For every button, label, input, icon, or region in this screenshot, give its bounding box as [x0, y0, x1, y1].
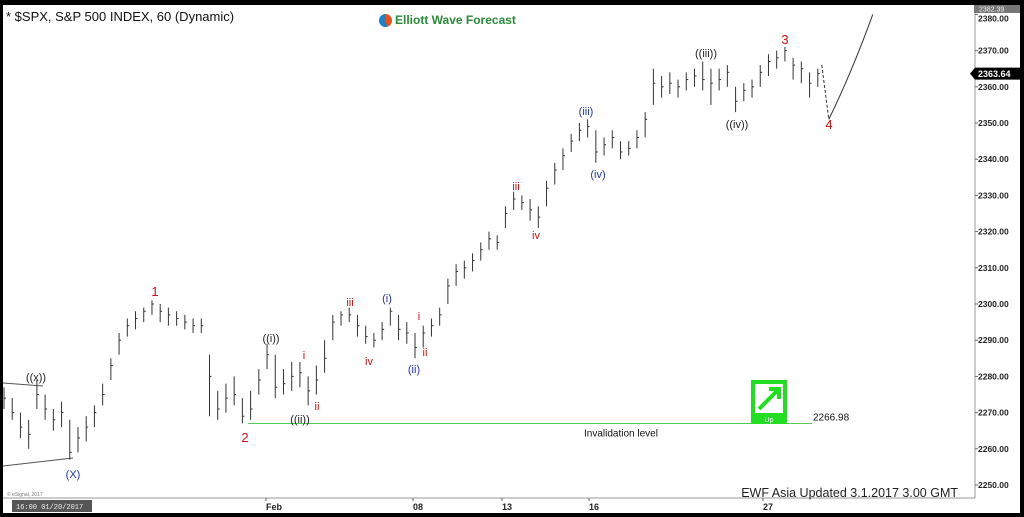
start-time-badge — [12, 500, 92, 512]
channel-line-lower — [3, 457, 74, 467]
wave-label: iii — [512, 181, 519, 193]
brand-logo-icon — [379, 13, 392, 27]
x-tick-label: 13 — [502, 502, 512, 512]
x-axis-bar — [3, 498, 1020, 513]
wave-label: ((iii)) — [695, 48, 717, 60]
wave-label: (iii) — [579, 106, 594, 118]
update-note: EWF Asia Updated 3.1.2017 3.00 GMT — [741, 486, 958, 500]
wave-label: (X) — [66, 469, 81, 481]
projection-wave-5 — [828, 14, 874, 120]
wave-label: ii — [315, 401, 320, 413]
last-price-label: 2363.64 — [978, 69, 1011, 79]
y-tick-label: 2280.00 — [978, 371, 1009, 381]
copyright: © eSignal, 2017 — [7, 492, 43, 498]
start-time-label: 16:00 01/20/2017 — [16, 504, 83, 512]
y-tick-label: 2340.00 — [978, 154, 1009, 164]
high-marker-label: 2382.39 — [979, 7, 1004, 14]
wave-label: (ii) — [408, 364, 420, 376]
price-chart[interactable]: 2250.00 2260.00 2270.00 2280.00 2290.00 2300.… — [3, 5, 1020, 513]
wave-label: ((x)) — [26, 372, 46, 384]
wave-label: 4 — [825, 117, 832, 132]
wave-label: ((iv)) — [726, 119, 749, 131]
brand-name: Elliott Wave Forecast — [395, 13, 516, 27]
wave-label: 1 — [151, 284, 158, 299]
wave-label: (i) — [382, 293, 392, 305]
wave-label: 3 — [781, 32, 788, 47]
last-price-badge — [970, 67, 1020, 80]
wave-label: i — [303, 350, 305, 362]
up-signal-label: Up — [765, 417, 774, 424]
y-tick-label: 2310.00 — [978, 263, 1009, 273]
x-tick-label: 16 — [589, 502, 599, 512]
y-tick-label: 2360.00 — [978, 82, 1009, 92]
y-tick-label: 2290.00 — [978, 335, 1009, 345]
y-tick-label: 2260.00 — [978, 444, 1009, 454]
wave-label: ii — [423, 347, 428, 359]
wave-label: i — [418, 311, 420, 323]
projection-wave-4 — [821, 65, 830, 120]
x-tick-label: 08 — [413, 502, 423, 512]
y-tick-label: 2320.00 — [978, 227, 1009, 237]
chart-frame: 2250.00 2260.00 2270.00 2280.00 2290.00 2300.… — [3, 5, 1020, 513]
y-tick-label: 2250.00 — [978, 480, 1009, 490]
brand-logo: Elliott Wave Forecast — [379, 13, 516, 27]
channel-line-upper — [3, 382, 44, 387]
chart-title: * $SPX, S&P 500 INDEX, 60 (Dynamic) — [6, 9, 235, 24]
y-tick-label: 2370.00 — [978, 46, 1009, 56]
y-tick-label: 2300.00 — [978, 299, 1009, 309]
invalidation-label: Invalidation level — [584, 429, 658, 440]
x-tick-label: 27 — [763, 502, 773, 512]
y-tick-label: 2350.00 — [978, 118, 1009, 128]
high-marker-badge — [974, 5, 1020, 13]
y-tick-label: 2330.00 — [978, 190, 1009, 200]
wave-label: iv — [532, 230, 540, 242]
y-tick-label: 2380.00 — [978, 13, 1009, 23]
wave-label: (iv) — [590, 169, 605, 181]
wave-label: ((i)) — [262, 333, 279, 345]
wave-label: 2 — [241, 430, 248, 445]
x-tick-label: Feb — [266, 502, 283, 512]
wave-label: iv — [365, 356, 373, 368]
invalidation-value: 2266.98 — [813, 413, 850, 424]
wave-label: iii — [346, 297, 353, 309]
arrow-up-right-icon — [757, 387, 781, 411]
y-tick-label: 2270.00 — [978, 408, 1009, 418]
wave-label: ((ii)) — [290, 414, 310, 426]
